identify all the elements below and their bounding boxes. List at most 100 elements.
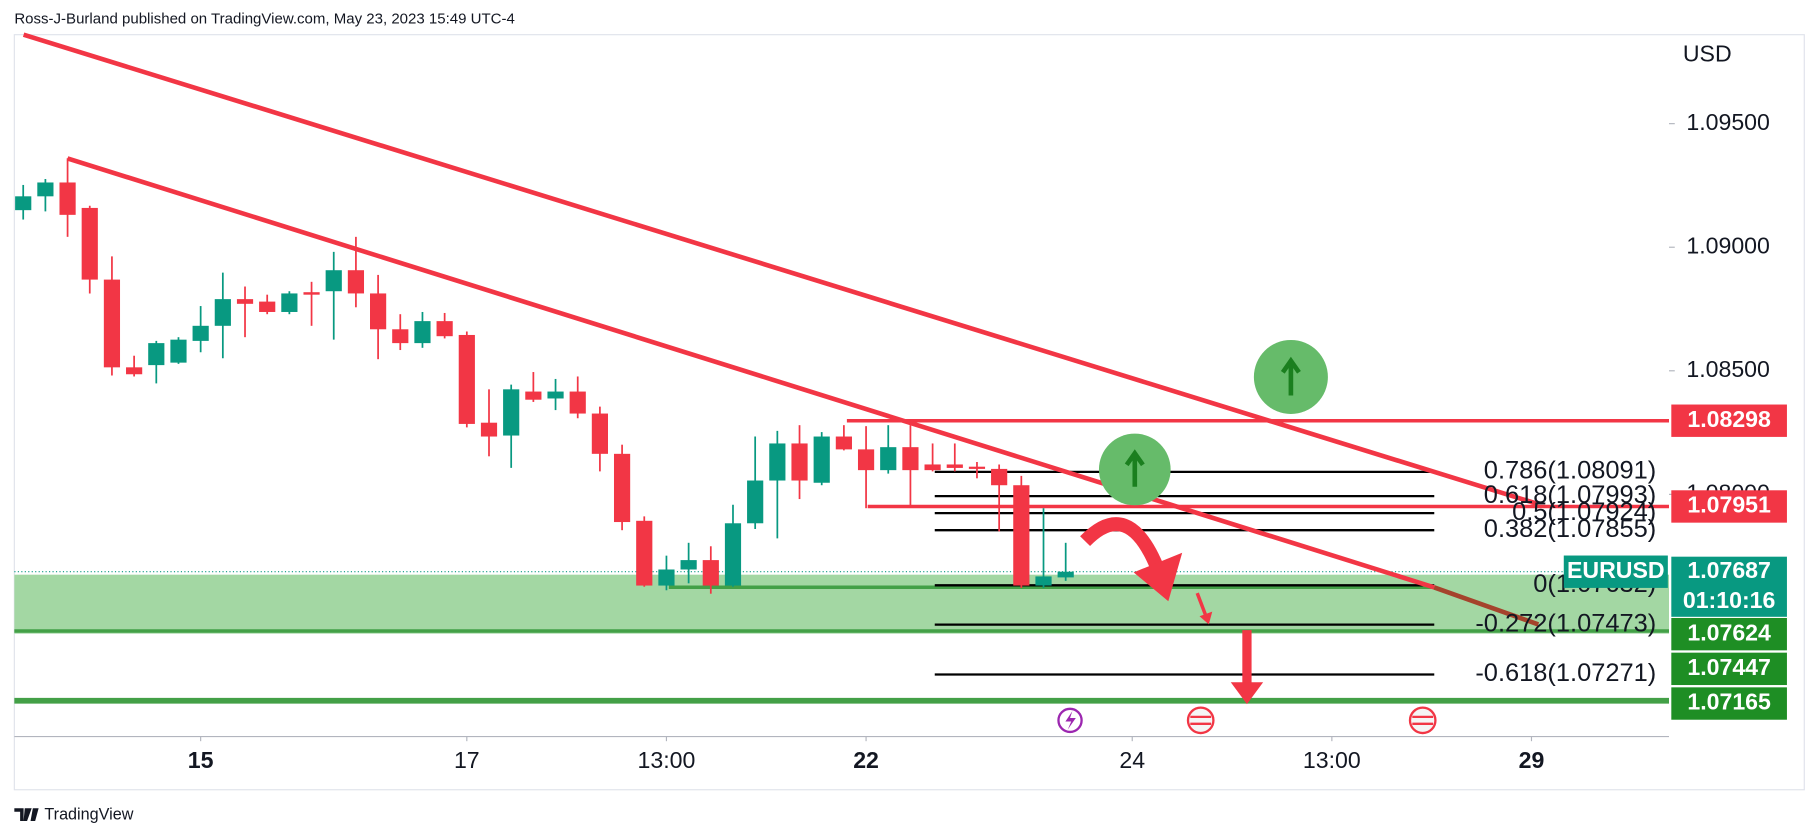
price-label-box [1671, 404, 1787, 437]
candle-body [547, 391, 564, 399]
up-arrow [1280, 356, 1301, 396]
us-event-icon [1408, 706, 1437, 735]
x-tick-label: 29 [1519, 747, 1545, 773]
brand-logo [14, 808, 39, 821]
candles [15, 158, 1074, 594]
countdown-label: 01:10:16 [1683, 587, 1776, 613]
fib-label: -0.618(1.07271) [1475, 659, 1656, 687]
candle-body [458, 334, 475, 424]
y-tick-label: 1.08500 [1686, 356, 1770, 382]
x-tick-label: 15 [188, 747, 214, 773]
down-arrow-head [1230, 682, 1264, 705]
price-label-box [1671, 490, 1787, 523]
candle-body [702, 560, 719, 586]
candle-body [126, 367, 143, 375]
candle-body [303, 292, 320, 295]
candle-body [37, 182, 54, 197]
last-price-box [1671, 556, 1787, 617]
candle-body [636, 520, 653, 586]
curved-arrow-head [1133, 552, 1183, 602]
candle-body [436, 321, 453, 337]
event-icon [1065, 711, 1076, 730]
candle-body [613, 453, 631, 523]
symbol-box [1563, 555, 1668, 588]
candle-body [791, 443, 808, 481]
candle-body [170, 339, 187, 363]
us-event-icon [1186, 706, 1215, 735]
candle-body [103, 279, 121, 368]
candle-body [946, 464, 963, 468]
x-tick-label: 22 [853, 747, 879, 773]
curved-arrow [1080, 517, 1164, 570]
candle-body [347, 270, 365, 294]
candle-body [259, 301, 276, 312]
us-event-icon [1190, 715, 1212, 725]
candle-body [835, 436, 852, 450]
candle-body [1013, 485, 1030, 586]
trendline [22, 32, 1540, 507]
trendline [66, 156, 1435, 590]
candle-body [769, 443, 786, 481]
candle-body [192, 325, 209, 341]
candle-body [414, 321, 431, 344]
candle-body [236, 299, 254, 304]
annotations [1057, 339, 1437, 735]
x-tick-label: 13:00 [1303, 747, 1361, 773]
x-tick-label: 13:00 [638, 747, 696, 773]
fib-label: 0.786(1.08091) [1484, 457, 1656, 485]
price-label-box [1671, 687, 1787, 720]
candle-body [503, 389, 520, 436]
candle-body [148, 343, 165, 366]
last-price-label: 1.07687 [1687, 557, 1771, 583]
candle-body [525, 391, 542, 400]
candle-body [658, 569, 675, 586]
candle-body [214, 299, 231, 326]
candle-body [392, 329, 409, 344]
x-tick-label: 17 [454, 747, 480, 773]
candle-body [747, 480, 764, 524]
candle-body [857, 449, 875, 471]
up-arrow [1124, 449, 1145, 487]
candle-body [15, 196, 32, 211]
candle-body [59, 182, 76, 215]
price-label: 1.08298 [1687, 406, 1771, 432]
fib-label: 0.382(1.07855) [1484, 515, 1656, 543]
overlay-layer: 0.786(1.08091)0.618(1.07993)0.5(1.07924)… [1475, 404, 1787, 720]
x-tick-label: 24 [1119, 747, 1145, 773]
candle-body [880, 447, 897, 471]
price-label: 1.07165 [1687, 689, 1771, 715]
candle-body [680, 560, 697, 570]
symbol-label: EURUSD [1567, 557, 1665, 583]
candle-body [281, 293, 298, 312]
candle-body [1035, 576, 1052, 586]
candle-body [81, 207, 98, 280]
candle-body [724, 523, 742, 586]
price-label: 1.07624 [1687, 619, 1771, 645]
price-label: 1.07447 [1687, 654, 1771, 680]
small-arrow [1195, 592, 1209, 619]
fib-label: -0.272(1.07473) [1475, 609, 1656, 637]
price-label-box [1671, 652, 1787, 686]
us-event-icon [1412, 715, 1434, 725]
base-layer: 1.095001.090001.085001.08000151713:00222… [14, 109, 1770, 773]
candle-body [325, 270, 342, 292]
candle-body [370, 293, 387, 330]
candle-body [480, 422, 498, 437]
fib-label: 0.618(1.07993) [1484, 481, 1656, 509]
y-tick-label: 1.09500 [1686, 109, 1770, 135]
currency-label: USD [1683, 41, 1732, 67]
trendline [1433, 585, 1540, 627]
candle-body [1057, 571, 1074, 578]
candle-body [569, 391, 586, 414]
price-label-box [1671, 617, 1787, 651]
candle-body [813, 436, 830, 483]
chart-frame [13, 34, 1805, 791]
fib-label: 0.5(1.07924) [1512, 498, 1656, 526]
price-label: 1.07951 [1687, 492, 1771, 518]
brand-name: TradingView [44, 805, 133, 823]
candle-body [968, 466, 986, 469]
small-arrow-head [1199, 611, 1213, 625]
trendlines [22, 32, 1540, 627]
